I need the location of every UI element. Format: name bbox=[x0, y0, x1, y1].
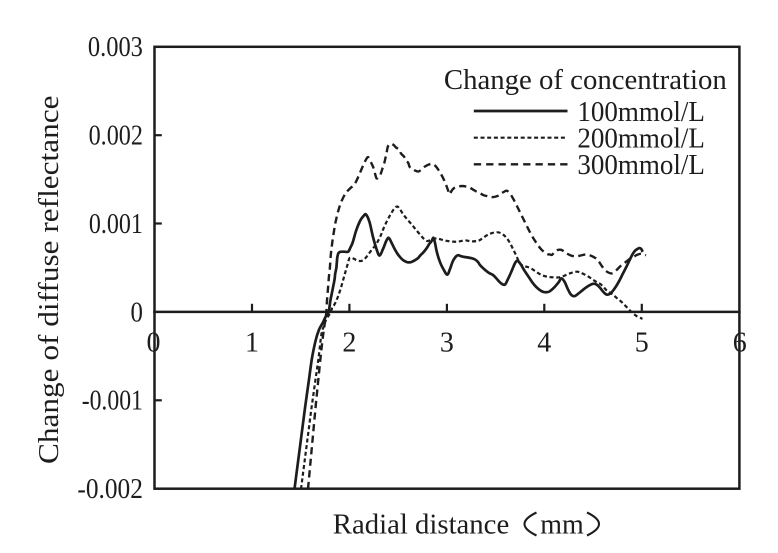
svg-text:1: 1 bbox=[245, 327, 259, 358]
svg-text:200mmol/L: 200mmol/L bbox=[577, 124, 705, 155]
svg-text:3: 3 bbox=[440, 327, 454, 358]
svg-text:0: 0 bbox=[131, 297, 143, 328]
svg-text:5: 5 bbox=[635, 327, 649, 358]
svg-text:Radial distance: Radial distance bbox=[333, 509, 509, 540]
svg-text:0.003: 0.003 bbox=[88, 32, 143, 63]
svg-text:0.002: 0.002 bbox=[89, 121, 143, 152]
svg-text:300mmol/L: 300mmol/L bbox=[577, 150, 705, 181]
svg-text:0: 0 bbox=[147, 327, 161, 358]
svg-text:Change of diffuse reflectance: Change of diffuse reflectance bbox=[34, 96, 65, 464]
svg-text:6: 6 bbox=[733, 327, 747, 358]
svg-text:4: 4 bbox=[537, 327, 551, 358]
svg-text:-0.002: -0.002 bbox=[77, 474, 143, 505]
svg-text:100mmol/L: 100mmol/L bbox=[577, 97, 705, 128]
svg-text:2: 2 bbox=[342, 327, 356, 358]
svg-text:0.001: 0.001 bbox=[89, 209, 143, 240]
svg-text:Change of concentration: Change of concentration bbox=[444, 65, 727, 96]
svg-text:mm: mm bbox=[540, 509, 584, 540]
svg-text:-0.001: -0.001 bbox=[82, 386, 143, 417]
